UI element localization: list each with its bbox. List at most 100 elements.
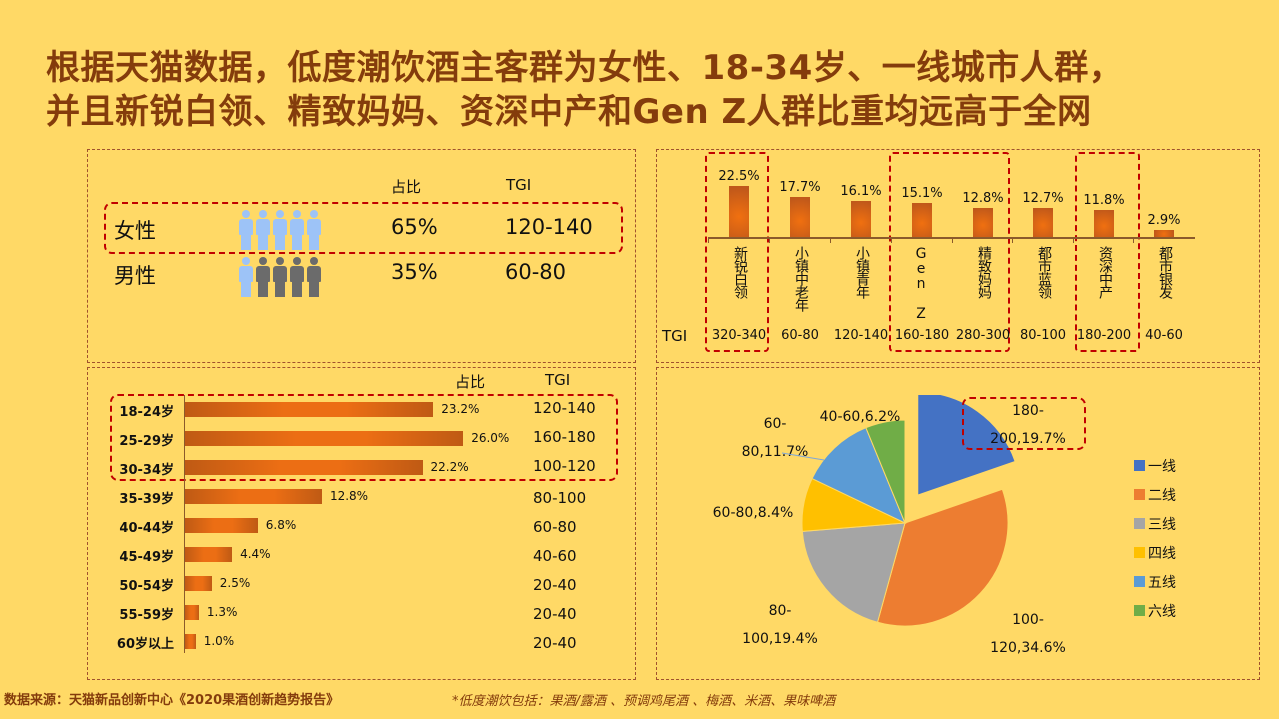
legend-item: 三线 [1134, 509, 1176, 538]
footnote: *低度潮饮包括：果酒/露酒 、预调鸡尾酒 、梅酒、米酒、果味啤酒 [452, 694, 836, 709]
legend-item: 二线 [1134, 480, 1176, 509]
segment-bar [1154, 230, 1174, 237]
title-line-2: 并且新锐白领、精致妈妈、资深中产和Gen Z人群比重均远高于全网 [46, 92, 1092, 132]
age-highlight-box [110, 394, 618, 481]
age-tgi: 40-60 [533, 547, 577, 565]
age-pct: 2.5% [219, 576, 251, 590]
age-tgi: 80-100 [533, 489, 587, 507]
segment-pct: 17.7% [779, 180, 821, 196]
person-icon [306, 210, 322, 250]
axis-tick [952, 237, 953, 243]
segments-axis-line [708, 237, 1195, 239]
person-icon [238, 257, 254, 297]
gender-share-female: 65% [391, 215, 438, 239]
segment-tgi: 80-100 [1019, 328, 1067, 343]
segments-panel [656, 149, 1260, 363]
legend-item: 五线 [1134, 567, 1176, 596]
age-label: 35-39岁 [119, 492, 174, 507]
age-bar [185, 547, 233, 562]
gender-label-female: 女性 [114, 219, 156, 243]
age-pct: 23.2% [441, 402, 480, 416]
age-bar [185, 518, 258, 533]
segment-pct: 12.8% [962, 191, 1004, 207]
segment-pct: 15.1% [901, 186, 943, 202]
age-bar [185, 489, 322, 504]
legend-swatch [1134, 547, 1145, 558]
age-tgi: 120-140 [533, 399, 596, 417]
legend-item: 四线 [1134, 538, 1176, 567]
segment-tgi: 40-60 [1145, 328, 1183, 343]
segment-tgi: 60-80 [781, 328, 819, 343]
male-people-icon [238, 257, 323, 301]
segment-label: 资深中产 [1097, 246, 1113, 298]
gender-tgi-header: TGI [506, 176, 532, 194]
segment-bar [790, 197, 810, 237]
pie-slice-五线 [811, 427, 906, 525]
gender-tgi-female: 120-140 [505, 215, 593, 239]
age-pct: 22.2% [430, 460, 469, 474]
city-panel [656, 367, 1260, 680]
segment-tgi: 180-200 [1076, 328, 1132, 343]
age-tgi-header: TGI [545, 371, 571, 389]
segment-tgi: 280-300 [955, 328, 1011, 343]
city-legend: 一线 二线三线四线 五线 六线 [1134, 451, 1176, 625]
legend-item: 一线 [1134, 451, 1176, 480]
age-axis-line [184, 395, 185, 653]
age-label: 55-59岁 [119, 608, 174, 623]
age-pct: 6.8% [265, 518, 297, 532]
age-tgi: 100-120 [533, 457, 596, 475]
age-tgi: 20-40 [533, 576, 577, 594]
pie-label-tier4: 60-80,8.4% [712, 505, 794, 521]
segment-label: 精致妈妈 [976, 246, 992, 298]
segment-label: 小镇青年 [854, 246, 870, 298]
legend-item: 六线 [1134, 596, 1176, 625]
segment-highlight-xinrui [705, 152, 769, 352]
segment-pct: 2.9% [1147, 213, 1181, 229]
segment-tgi: 120-140 [833, 328, 889, 343]
axis-tick [1133, 237, 1134, 243]
segment-label: 新锐白领 [732, 246, 748, 298]
person-icon [306, 257, 322, 297]
age-panel [87, 367, 636, 680]
person-icon [255, 210, 271, 250]
age-bar [185, 460, 423, 475]
segment-bar [851, 200, 871, 237]
data-source: 数据来源：天猫新品创新中心《2020果酒创新趋势报告》 [4, 693, 340, 708]
age-share-header: 占比 [455, 373, 486, 391]
pie-label-tier6: 40-60,6.2% [819, 409, 901, 425]
segment-label: 都市蓝领 [1036, 246, 1052, 298]
age-label: 60岁以上 [116, 637, 174, 652]
person-icon [272, 257, 288, 297]
gender-label-male: 男性 [114, 264, 156, 288]
pie-slice-六线 [865, 419, 906, 524]
segment-highlight-zishen [1075, 152, 1140, 352]
axis-tick [830, 237, 831, 243]
pie-slice-二线 [876, 488, 1009, 627]
page-title: 根据天猫数据，低度潮饮酒主客群为女性、18-34岁、一线城市人群， 并且新锐白领… [46, 46, 1276, 134]
age-bar [185, 605, 199, 620]
age-pct: 1.3% [206, 605, 238, 619]
age-tgi: 60-80 [533, 518, 577, 536]
age-bar [185, 431, 464, 446]
legend-swatch [1134, 460, 1145, 471]
city-pie-chart [801, 395, 1016, 627]
title-line-1: 根据天猫数据，低度潮饮酒主客群为女性、18-34岁、一线城市人群， [46, 48, 1124, 88]
female-highlight-box [104, 202, 623, 254]
legend-swatch [1134, 576, 1145, 587]
age-label: 50-54岁 [119, 579, 174, 594]
axis-tick [891, 237, 892, 243]
person-icon [255, 257, 271, 297]
segment-bar [729, 186, 749, 237]
legend-label: 三线 [1148, 516, 1176, 533]
segment-label: Gen Z [913, 246, 929, 321]
person-icon [289, 210, 305, 250]
segment-tgi: 320-340 [711, 328, 767, 343]
axis-tick [708, 237, 709, 243]
city-highlight-box [962, 397, 1086, 450]
person-icon [238, 210, 254, 250]
age-bar [185, 402, 434, 417]
female-people-icon [238, 210, 323, 254]
legend-swatch [1134, 489, 1145, 500]
age-label: 40-44岁 [119, 521, 174, 536]
person-icon [289, 257, 305, 297]
